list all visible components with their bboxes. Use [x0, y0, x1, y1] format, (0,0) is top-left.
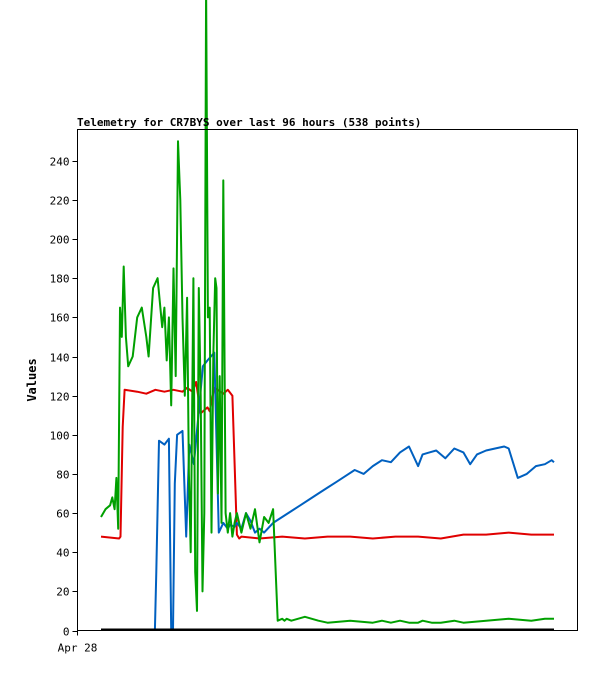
series-layer	[100, 0, 555, 631]
y-tick-label: 160	[50, 312, 70, 325]
chart-title: Telemetry for CR7BYS over last 96 hours …	[77, 116, 421, 129]
series-line-2	[101, 351, 555, 631]
y-tick-label: 220	[50, 195, 70, 208]
y-tick-label: 140	[50, 352, 70, 365]
y-tick-label: 60	[56, 508, 69, 521]
series-line-3	[100, 0, 554, 624]
y-tick-label: 100	[50, 430, 70, 443]
y-axis-label: Values	[25, 358, 39, 401]
x-tick-label: Apr 28	[58, 642, 98, 655]
y-tick-label: 240	[50, 156, 70, 169]
y-tick-label: 80	[56, 469, 69, 482]
y-tick-label: 120	[50, 391, 70, 404]
y-tick-label: 0	[63, 626, 70, 639]
axis-layer: 0 20 40 60 80 100 120 140 160 180 200 220 240 Apr 28	[50, 156, 554, 655]
y-tick-label: 200	[50, 234, 70, 247]
y-tick-label: 40	[56, 547, 69, 560]
plot-frame	[77, 129, 578, 631]
y-tick-label: 180	[50, 273, 70, 286]
y-tick-label: 20	[56, 586, 69, 599]
